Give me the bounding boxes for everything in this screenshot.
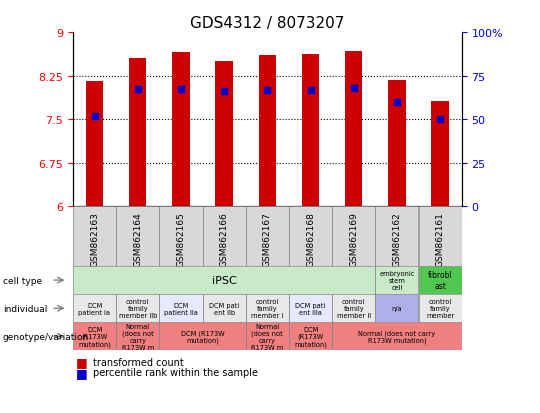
Text: percentile rank within the sample: percentile rank within the sample xyxy=(93,368,259,377)
Bar xyxy=(332,206,375,266)
Text: iPSC: iPSC xyxy=(212,275,237,285)
Point xyxy=(177,86,185,93)
Bar xyxy=(332,323,462,351)
Bar xyxy=(345,52,362,206)
Text: GSM862168: GSM862168 xyxy=(306,211,315,266)
Text: n/a: n/a xyxy=(392,306,402,311)
Text: DCM pati
ent IIb: DCM pati ent IIb xyxy=(209,302,239,315)
Text: DCM (R173W
mutation): DCM (R173W mutation) xyxy=(181,330,224,344)
Text: ■: ■ xyxy=(76,366,87,379)
Text: control
family
member IIb: control family member IIb xyxy=(118,299,157,318)
Text: fibrobl
ast: fibrobl ast xyxy=(428,271,453,290)
Text: cell type: cell type xyxy=(3,276,42,285)
Bar xyxy=(202,294,246,323)
Text: Normal
(does not
carry
R173W m: Normal (does not carry R173W m xyxy=(251,323,284,350)
Text: individual: individual xyxy=(3,304,47,313)
Bar xyxy=(302,55,319,206)
Point xyxy=(436,116,444,123)
Bar xyxy=(289,323,332,351)
Point xyxy=(306,87,315,94)
Text: DCM
(R173W
mutation): DCM (R173W mutation) xyxy=(78,326,111,347)
Bar xyxy=(418,294,462,323)
Bar xyxy=(129,59,146,206)
Bar xyxy=(116,323,159,351)
Bar xyxy=(159,206,202,266)
Bar xyxy=(431,101,449,206)
Text: GSM862162: GSM862162 xyxy=(393,211,401,266)
Text: genotype/variation: genotype/variation xyxy=(3,332,89,341)
Point xyxy=(90,114,99,120)
Bar xyxy=(116,206,159,266)
Text: transformed count: transformed count xyxy=(93,357,184,367)
Text: ■: ■ xyxy=(76,355,87,368)
Text: DCM pati
ent IIIa: DCM pati ent IIIa xyxy=(295,302,326,315)
Bar xyxy=(332,294,375,323)
Bar xyxy=(246,323,289,351)
Bar xyxy=(289,206,332,266)
Bar xyxy=(202,206,246,266)
Bar xyxy=(159,323,246,351)
Bar xyxy=(289,294,332,323)
Bar xyxy=(73,266,375,294)
Point xyxy=(393,99,401,106)
Bar xyxy=(86,82,103,206)
Point xyxy=(133,86,142,93)
Bar xyxy=(159,294,202,323)
Text: Normal
(does not
carry
R173W m: Normal (does not carry R173W m xyxy=(122,323,154,350)
Text: control
family
member: control family member xyxy=(426,299,454,318)
Text: control
family
member II: control family member II xyxy=(336,299,371,318)
Title: GDS4312 / 8073207: GDS4312 / 8073207 xyxy=(190,16,345,31)
Text: GSM862169: GSM862169 xyxy=(349,211,358,266)
Text: GSM862161: GSM862161 xyxy=(436,211,444,266)
Text: Normal (does not carry
R173W mutation): Normal (does not carry R173W mutation) xyxy=(359,330,435,344)
Text: GSM862167: GSM862167 xyxy=(263,211,272,266)
Text: GSM862166: GSM862166 xyxy=(220,211,228,266)
Text: GSM862164: GSM862164 xyxy=(133,211,142,266)
Bar xyxy=(375,294,418,323)
Bar xyxy=(418,206,462,266)
Text: DCM
patient IIa: DCM patient IIa xyxy=(164,302,198,315)
Text: DCM
patient Ia: DCM patient Ia xyxy=(78,302,111,315)
Bar xyxy=(73,206,116,266)
Bar xyxy=(73,323,116,351)
Text: embryonic
stem
cell: embryonic stem cell xyxy=(379,271,415,290)
Text: GSM862165: GSM862165 xyxy=(177,211,185,266)
Bar xyxy=(418,266,462,294)
Bar xyxy=(73,294,116,323)
Point xyxy=(349,85,358,92)
Text: DCM
(R173W
mutation): DCM (R173W mutation) xyxy=(294,326,327,347)
Text: GSM862163: GSM862163 xyxy=(90,211,99,266)
Bar xyxy=(246,206,289,266)
Bar xyxy=(172,53,190,206)
Point xyxy=(263,88,272,94)
Point xyxy=(220,89,228,95)
Text: control
family
member I: control family member I xyxy=(251,299,284,318)
Bar xyxy=(116,294,159,323)
Bar xyxy=(259,56,276,206)
Bar xyxy=(388,81,406,206)
Bar xyxy=(246,294,289,323)
Bar xyxy=(215,62,233,206)
Bar xyxy=(375,266,418,294)
Bar xyxy=(375,206,418,266)
